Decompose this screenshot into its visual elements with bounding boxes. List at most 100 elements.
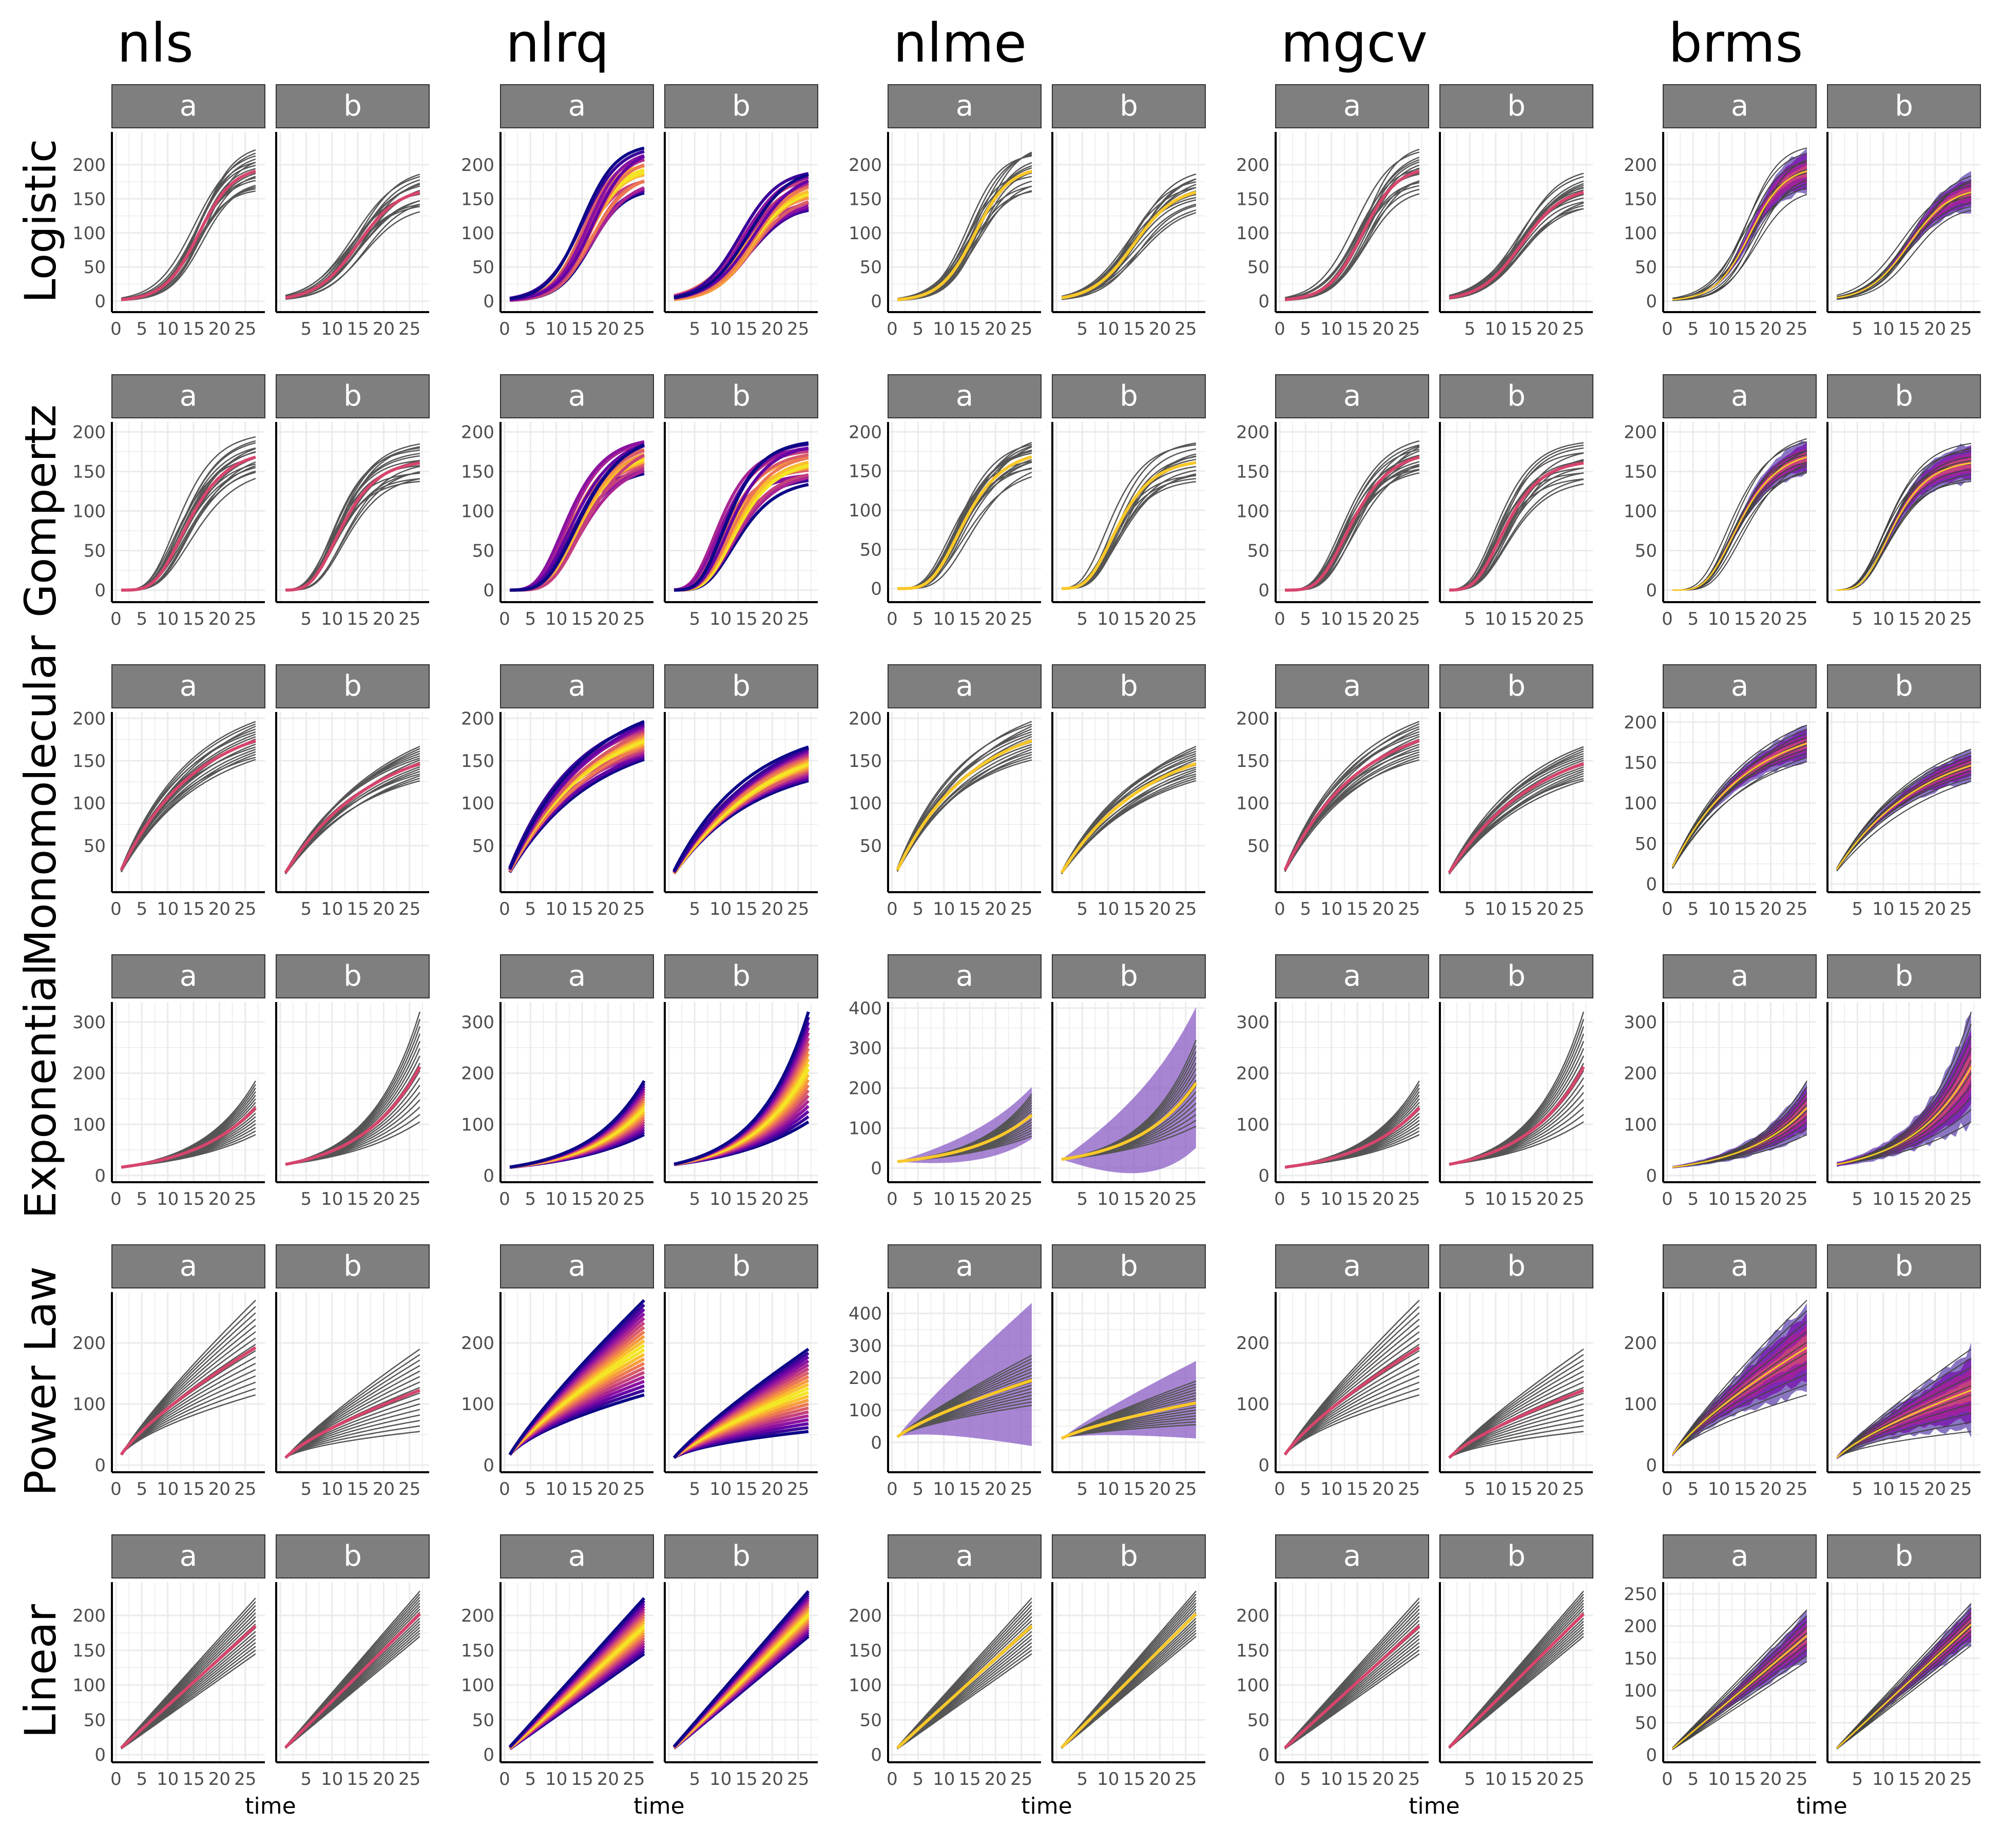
- mean-curve: [896, 739, 1032, 871]
- x-tick-label: 15: [958, 1189, 980, 1209]
- facet-strip-label: b: [343, 379, 362, 413]
- x-tick-label: 15: [735, 1189, 757, 1209]
- mean-curve: [285, 190, 420, 300]
- y-tick-label: 100: [1236, 502, 1269, 522]
- facet-strip-label: b: [343, 669, 362, 703]
- x-tick-label: 0: [887, 899, 898, 919]
- facet-strip: [664, 374, 818, 418]
- mean-curve: [1449, 461, 1584, 592]
- facet-strip-label: b: [343, 1539, 362, 1573]
- mean-curve: [897, 455, 1032, 590]
- y-tick-label: 400: [849, 1304, 882, 1324]
- x-tick-label: 20: [208, 1189, 230, 1209]
- individual-curve: [1836, 759, 1972, 870]
- x-tick-label: 20: [208, 1479, 230, 1499]
- individual-curve: [1449, 1409, 1584, 1458]
- facet-strip-label: a: [568, 379, 586, 413]
- facet-strip-label: a: [180, 669, 197, 703]
- y-tick-label: 100: [72, 1676, 106, 1696]
- x-tick-label: 5: [137, 1479, 148, 1499]
- y-tick-label: 100: [849, 1676, 882, 1696]
- x-tick-label: 25: [1010, 1189, 1032, 1209]
- y-tick-label: 150: [1236, 1641, 1269, 1661]
- facet-strip: [1663, 1534, 1817, 1578]
- facet-strip-label: a: [180, 379, 197, 413]
- y-tick-label: 200: [461, 1333, 494, 1354]
- x-tick-label: 15: [1123, 1189, 1145, 1209]
- x-tick-label: 5: [913, 1769, 924, 1789]
- panel-mgcv-monomolecular-a: a 0 5 10 15 20 25 50 100 150 200: [1236, 664, 1429, 919]
- x-tick-label: 5: [1300, 319, 1312, 339]
- x-tick-label: 25: [787, 609, 809, 629]
- x-tick-label: 10: [1708, 1189, 1730, 1209]
- x-tick-label: 25: [1175, 1769, 1197, 1789]
- mean-curve: [1285, 455, 1420, 592]
- y-tick-label: 200: [1624, 713, 1657, 733]
- facet-strip: [1827, 1244, 1981, 1288]
- y-tick-label: 150: [849, 461, 882, 482]
- facet-strip: [1275, 1534, 1429, 1578]
- y-tick-label: 100: [1624, 793, 1657, 814]
- y-tick-label: 150: [72, 189, 106, 209]
- facet-strip-label: a: [956, 669, 973, 703]
- x-tick-label: 25: [623, 1479, 645, 1499]
- posterior-band: [1672, 1080, 1807, 1169]
- x-tick-label: 5: [525, 609, 536, 629]
- x-tick-label: 15: [571, 899, 593, 919]
- facet-strip: [888, 664, 1042, 708]
- individual-curve: [896, 746, 1032, 871]
- x-tick-label: 25: [1398, 899, 1420, 919]
- x-tick-label: 25: [1950, 899, 1972, 919]
- x-tick-label: 15: [735, 1479, 757, 1499]
- individual-curve: [1672, 728, 1807, 867]
- individual-curve: [1284, 721, 1420, 869]
- x-tick-label: 15: [1898, 609, 1920, 629]
- y-tick-label: 200: [1624, 155, 1657, 176]
- facet-strip-label: b: [732, 89, 750, 123]
- x-tick-label: 10: [709, 1769, 732, 1789]
- y-tick-label: 300: [849, 1336, 882, 1356]
- facet-strip: [1052, 954, 1206, 998]
- x-tick-label: 5: [913, 319, 924, 339]
- facet-strip-label: a: [956, 89, 973, 123]
- x-axis-title: time: [245, 1793, 296, 1819]
- x-tick-label: 0: [1274, 319, 1285, 339]
- x-tick-label: 15: [735, 899, 757, 919]
- individual-curve: [1672, 1626, 1807, 1749]
- x-tick-label: 15: [182, 1479, 204, 1499]
- x-tick-label: 15: [346, 319, 369, 339]
- y-tick-label: 0: [871, 1433, 882, 1453]
- individual-curve: [1284, 1597, 1420, 1747]
- x-tick-label: 10: [709, 609, 732, 629]
- x-tick-label: 20: [373, 1189, 395, 1209]
- y-tick-label: 150: [849, 189, 882, 209]
- facet-strip: [1663, 954, 1817, 998]
- x-tick-label: 20: [597, 609, 619, 629]
- y-tick-label: 200: [849, 708, 882, 729]
- y-tick-label: 150: [1624, 1648, 1657, 1669]
- individual-curve: [1285, 440, 1420, 591]
- x-tick-label: 25: [1562, 1479, 1584, 1499]
- facet-strip: [111, 664, 265, 708]
- x-tick-label: 15: [182, 899, 204, 919]
- x-tick-label: 25: [1398, 1479, 1420, 1499]
- y-tick-label: 50: [860, 540, 882, 560]
- x-tick-label: 20: [1536, 1769, 1558, 1789]
- facet-strip-label: b: [1507, 959, 1526, 993]
- y-tick-label: 0: [1258, 1745, 1269, 1765]
- individual-curve: [1284, 756, 1420, 872]
- individual-curve: [1672, 1300, 1807, 1455]
- x-tick-label: 5: [301, 319, 312, 339]
- y-tick-label: 200: [72, 1333, 106, 1354]
- mean-curve: [1672, 1635, 1807, 1749]
- y-tick-label: 0: [1646, 581, 1657, 601]
- x-tick-label: 5: [1852, 1769, 1863, 1789]
- x-tick-label: 15: [1346, 319, 1368, 339]
- facet-strip-label: b: [1120, 669, 1138, 703]
- panel-nlrq-monomolecular-a: a 0 5 10 15 20 25 50 100 150 200: [461, 664, 654, 919]
- x-tick-label: 10: [321, 1189, 343, 1209]
- panel-mgcv-gompertz-b: b 5 10 15 20 25: [1439, 374, 1593, 629]
- x-tick-label: 10: [1485, 319, 1507, 339]
- facet-strip: [276, 1244, 430, 1288]
